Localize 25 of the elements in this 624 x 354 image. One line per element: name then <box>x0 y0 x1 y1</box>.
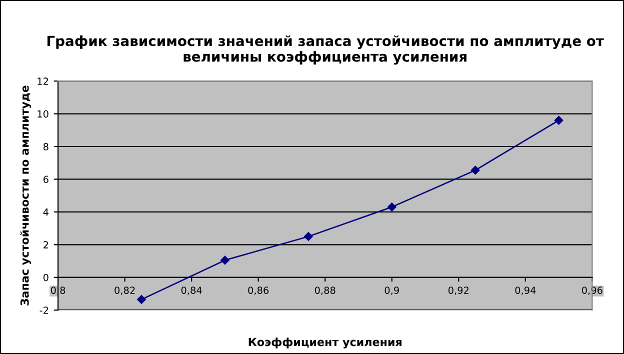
chart-title: График зависимости значений запаса устойчивости по амплитуде от величины коэффициента усиления <box>47 35 604 65</box>
x-tick-label: 0,82 <box>114 286 135 295</box>
point <box>220 256 230 265</box>
y-tick-label: 10 <box>38 110 48 118</box>
y-tick-label: 4 <box>43 208 48 216</box>
x-tick-label: 0,94 <box>515 286 536 295</box>
x-tick-label: 0,84 <box>181 286 202 295</box>
point <box>387 202 396 212</box>
x-tick-label: 0,9 <box>384 286 399 295</box>
y-tick-label: -2 <box>40 306 48 314</box>
x-tick-label: 0,86 <box>248 286 269 295</box>
y-tick-label: 12 <box>38 78 48 85</box>
y-tick-label: 0 <box>43 274 48 282</box>
x-tick-label: 0,92 <box>448 286 468 295</box>
point <box>554 116 564 125</box>
point <box>470 166 480 175</box>
x-tick-label: 0,88 <box>314 286 336 295</box>
y-tick-label: 2 <box>44 241 48 248</box>
point <box>137 295 146 304</box>
point <box>304 232 313 241</box>
x-axis-title: Коэффициент усиления <box>248 338 402 348</box>
x-tick-label: 0,96 <box>582 286 602 295</box>
y-axis-title: Запас устойчивости по амплитуде <box>20 86 32 306</box>
y-tick-label: 6 <box>44 176 48 184</box>
y-tick-label: 8 <box>43 142 48 150</box>
